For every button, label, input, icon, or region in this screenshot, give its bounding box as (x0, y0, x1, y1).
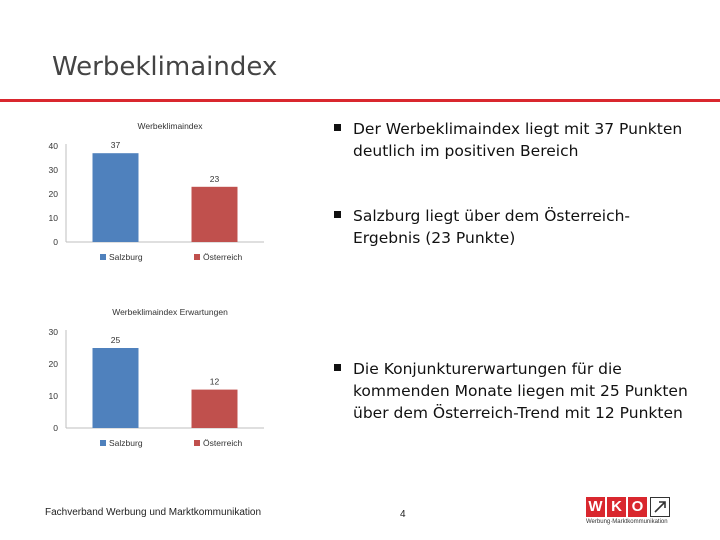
bullet-item: Die Konjunkturerwartungen für die kommen… (334, 358, 694, 424)
y-tick-label: 10 (49, 213, 59, 223)
chart-title: Werbeklimaindex Erwartungen (112, 307, 228, 317)
y-tick-label: 0 (53, 423, 58, 433)
legend-swatch (100, 440, 106, 446)
bullet-text: Salzburg liegt über dem Österreich-Ergeb… (353, 207, 631, 247)
bar-oesterreich (191, 389, 238, 428)
legend-swatch (100, 254, 106, 260)
arrow-icon (650, 497, 670, 517)
bullet-item: Der Werbeklimaindex liegt mit 37 Punkten… (334, 118, 694, 162)
legend-entry: Salzburg (109, 252, 143, 262)
chart-werbeklimaindex-erwartungen: Werbeklimaindex Erwartungen 0 10 20 30 25 12 Sa… (44, 302, 284, 452)
wko-logo: W K O Werbung·Marktkommunikation (586, 497, 674, 529)
footer-organization: Fachverband Werbung und Marktkommunikati… (45, 507, 262, 518)
logo-tagline: Werbung·Marktkommunikation (586, 519, 668, 525)
bar-oesterreich (191, 186, 238, 242)
logo-letter-w: W (586, 497, 605, 517)
page-number: 4 (400, 509, 406, 520)
bar-salzburg (92, 348, 139, 428)
legend-swatch (194, 254, 200, 260)
legend-entry: Österreich (203, 438, 242, 448)
bullet-marker (334, 211, 341, 218)
y-tick-label: 0 (53, 237, 58, 247)
bullet-item: Salzburg liegt über dem Österreich-Ergeb… (334, 205, 694, 249)
bullet-text: Die Konjunkturerwartungen für die kommen… (353, 360, 688, 422)
y-tick-label: 30 (49, 327, 59, 337)
bullet-marker (334, 364, 341, 371)
legend-swatch (194, 440, 200, 446)
legend-entry: Salzburg (109, 438, 143, 448)
title-divider (0, 99, 720, 102)
legend-entry: Österreich (203, 252, 242, 262)
y-tick-label: 20 (49, 359, 59, 369)
bullet-text: Der Werbeklimaindex liegt mit 37 Punkten… (353, 120, 683, 160)
slide-title: Werbeklimaindex (52, 52, 278, 82)
bar-salzburg (92, 153, 139, 242)
chart-werbeklimaindex: Werbeklimaindex 0 10 20 30 40 37 23 Salzburg Öste… (44, 116, 284, 266)
y-tick-label: 30 (49, 165, 59, 175)
y-tick-label: 40 (49, 141, 59, 151)
data-label: 23 (210, 174, 220, 184)
logo-letter-o: O (628, 497, 647, 517)
logo-letter-k: K (607, 497, 626, 517)
y-tick-label: 20 (49, 189, 59, 199)
y-tick-label: 10 (49, 391, 59, 401)
data-label: 25 (111, 335, 121, 345)
bullet-marker (334, 124, 341, 131)
data-label: 37 (111, 140, 121, 150)
data-label: 12 (210, 377, 220, 387)
chart-title: Werbeklimaindex (137, 121, 203, 131)
